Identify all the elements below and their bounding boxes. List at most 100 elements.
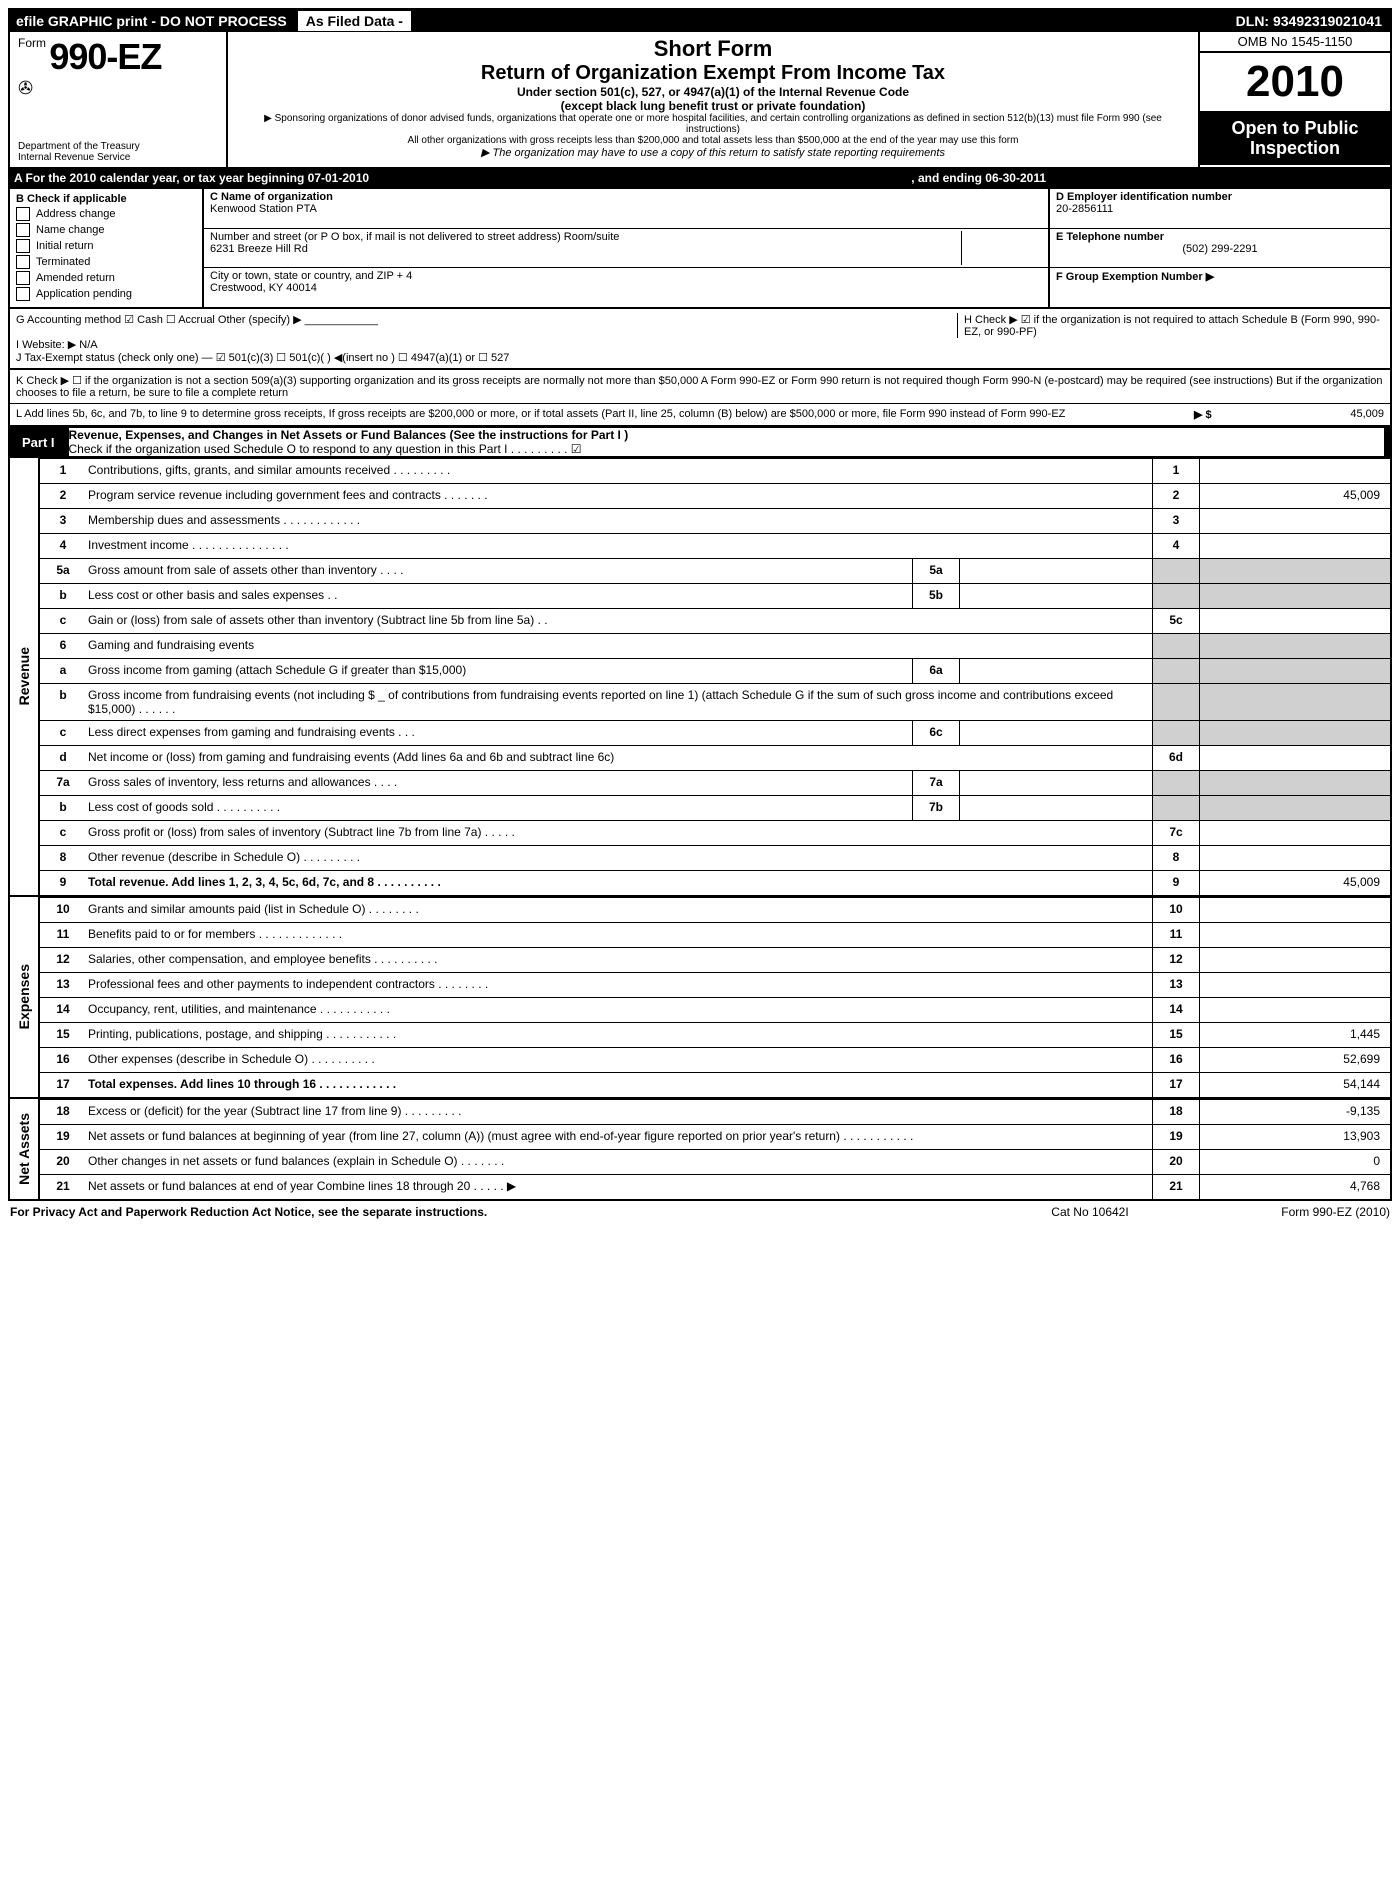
line-number: 1	[40, 459, 86, 483]
right-value	[1199, 459, 1390, 483]
inner-line-number: 5a	[912, 559, 960, 583]
subtitle-2: (except black lung benefit trust or priv…	[236, 99, 1190, 113]
line-g: G Accounting method ☑ Cash ☐ Accrual Oth…	[16, 313, 957, 338]
part-i-check-note: Check if the organization used Schedule …	[69, 442, 582, 456]
line-9: 9Total revenue. Add lines 1, 2, 3, 4, 5c…	[40, 870, 1390, 895]
line-b: bLess cost or other basis and sales expe…	[40, 583, 1390, 608]
line-11: 11Benefits paid to or for members . . . …	[40, 922, 1390, 947]
line-8: 8Other revenue (describe in Schedule O) …	[40, 845, 1390, 870]
open-to-public: Open to Public Inspection	[1200, 113, 1390, 165]
line-number: 9	[40, 871, 86, 895]
right-line-number: 11	[1152, 923, 1199, 947]
line-number: d	[40, 746, 86, 770]
chk-name-change[interactable]	[16, 223, 30, 237]
line-desc: Benefits paid to or for members . . . . …	[86, 923, 1152, 947]
expenses-label: Expenses	[10, 897, 40, 1097]
line-2: 2Program service revenue including gover…	[40, 483, 1390, 508]
header-note-3: ▶ The organization may have to use a cop…	[236, 146, 1190, 159]
ein: 20-2856111	[1056, 203, 1384, 215]
right-line-number: 12	[1152, 948, 1199, 972]
line-desc: Total expenses. Add lines 10 through 16 …	[86, 1073, 1152, 1097]
right-value: 1,445	[1199, 1023, 1390, 1047]
org-address: 6231 Breeze Hill Rd	[210, 243, 961, 255]
line-j: J Tax-Exempt status (check only one) — ☑…	[16, 351, 1384, 364]
line-desc: Net assets or fund balances at beginning…	[86, 1125, 1152, 1149]
line-c: cGain or (loss) from sale of assets othe…	[40, 608, 1390, 633]
line-number: c	[40, 721, 86, 745]
short-form-title: Short Form	[236, 36, 1190, 62]
line-number: 12	[40, 948, 86, 972]
form-prefix: Form	[18, 36, 46, 50]
expenses-section: Expenses 10Grants and similar amounts pa…	[10, 897, 1390, 1099]
line-4: 4Investment income . . . . . . . . . . .…	[40, 533, 1390, 558]
inner-line-number: 7a	[912, 771, 960, 795]
chk-app-pending[interactable]	[16, 287, 30, 301]
line-3: 3Membership dues and assessments . . . .…	[40, 508, 1390, 533]
line-10: 10Grants and similar amounts paid (list …	[40, 897, 1390, 922]
line-desc: Program service revenue including govern…	[86, 484, 1152, 508]
line-14: 14Occupancy, rent, utilities, and mainte…	[40, 997, 1390, 1022]
line-1: 1Contributions, gifts, grants, and simil…	[40, 458, 1390, 483]
form-header: Form 990-EZ ✇ Department of the Treasury…	[10, 32, 1390, 169]
subtitle-1: Under section 501(c), 527, or 4947(a)(1)…	[236, 85, 1190, 99]
right-line-number: 8	[1152, 846, 1199, 870]
line-number: c	[40, 609, 86, 633]
line-number: b	[40, 796, 86, 820]
right-value	[1199, 923, 1390, 947]
netassets-section: Net Assets 18Excess or (deficit) for the…	[10, 1099, 1390, 1199]
right-value: 13,903	[1199, 1125, 1390, 1149]
footer-catno: Cat No 10642I	[990, 1205, 1190, 1219]
topbar-dln: DLN: 93492319021041	[1228, 11, 1390, 31]
right-value: 45,009	[1199, 871, 1390, 895]
right-value: 52,699	[1199, 1048, 1390, 1072]
dept-irs: Internal Revenue Service	[18, 152, 218, 163]
right-value	[1199, 898, 1390, 922]
line-desc: Grants and similar amounts paid (list in…	[86, 898, 1152, 922]
line-17: 17Total expenses. Add lines 10 through 1…	[40, 1072, 1390, 1097]
line-number: 4	[40, 534, 86, 558]
line-desc: Occupancy, rent, utilities, and maintena…	[86, 998, 1152, 1022]
c-label: C Name of organization	[210, 191, 1042, 203]
form-number: 990-EZ	[49, 36, 161, 77]
tax-year: 2010	[1200, 53, 1390, 113]
efile-topbar: efile GRAPHIC print - DO NOT PROCESS As …	[10, 10, 1390, 32]
right-line-number: 6d	[1152, 746, 1199, 770]
line-desc: Gross sales of inventory, less returns a…	[86, 771, 912, 795]
line-b: bLess cost of goods sold . . . . . . . .…	[40, 795, 1390, 820]
right-value	[1199, 609, 1390, 633]
right-line-number: 20	[1152, 1150, 1199, 1174]
right-line-number: 17	[1152, 1073, 1199, 1097]
block-b-heading: B Check if applicable	[16, 193, 196, 205]
block-c: C Name of organization Kenwood Station P…	[204, 189, 1048, 307]
line-number: 11	[40, 923, 86, 947]
header-note-2: All other organizations with gross recei…	[236, 135, 1190, 146]
right-value: 45,009	[1199, 484, 1390, 508]
part-i-title: Revenue, Expenses, and Changes in Net As…	[69, 428, 629, 442]
phone: (502) 299-2291	[1056, 243, 1384, 255]
line-c: cLess direct expenses from gaming and fu…	[40, 720, 1390, 745]
line-desc: Salaries, other compensation, and employ…	[86, 948, 1152, 972]
header-note-1: ▶ Sponsoring organizations of donor advi…	[236, 113, 1190, 135]
page-footer: For Privacy Act and Paperwork Reduction …	[8, 1201, 1392, 1223]
line-number: 8	[40, 846, 86, 870]
line-number: b	[40, 684, 86, 720]
omb-number: OMB No 1545-1150	[1200, 32, 1390, 53]
right-value	[1199, 534, 1390, 558]
inner-value	[960, 721, 1152, 745]
chk-initial-return[interactable]	[16, 239, 30, 253]
right-line-number: 18	[1152, 1100, 1199, 1124]
right-value	[1199, 846, 1390, 870]
block-d-e-f: D Employer identification number 20-2856…	[1048, 189, 1390, 307]
inner-line-number: 6c	[912, 721, 960, 745]
line-number: c	[40, 821, 86, 845]
right-value	[1199, 948, 1390, 972]
line-a-right: , and ending 06-30-2011	[911, 171, 1046, 185]
chk-address-change[interactable]	[16, 207, 30, 221]
line-13: 13Professional fees and other payments t…	[40, 972, 1390, 997]
gross-receipts: 45,009	[1234, 408, 1384, 421]
chk-amended[interactable]	[16, 271, 30, 285]
line-20: 20Other changes in net assets or fund ba…	[40, 1149, 1390, 1174]
chk-terminated[interactable]	[16, 255, 30, 269]
right-value: 0	[1199, 1150, 1390, 1174]
line-desc: Other revenue (describe in Schedule O) .…	[86, 846, 1152, 870]
